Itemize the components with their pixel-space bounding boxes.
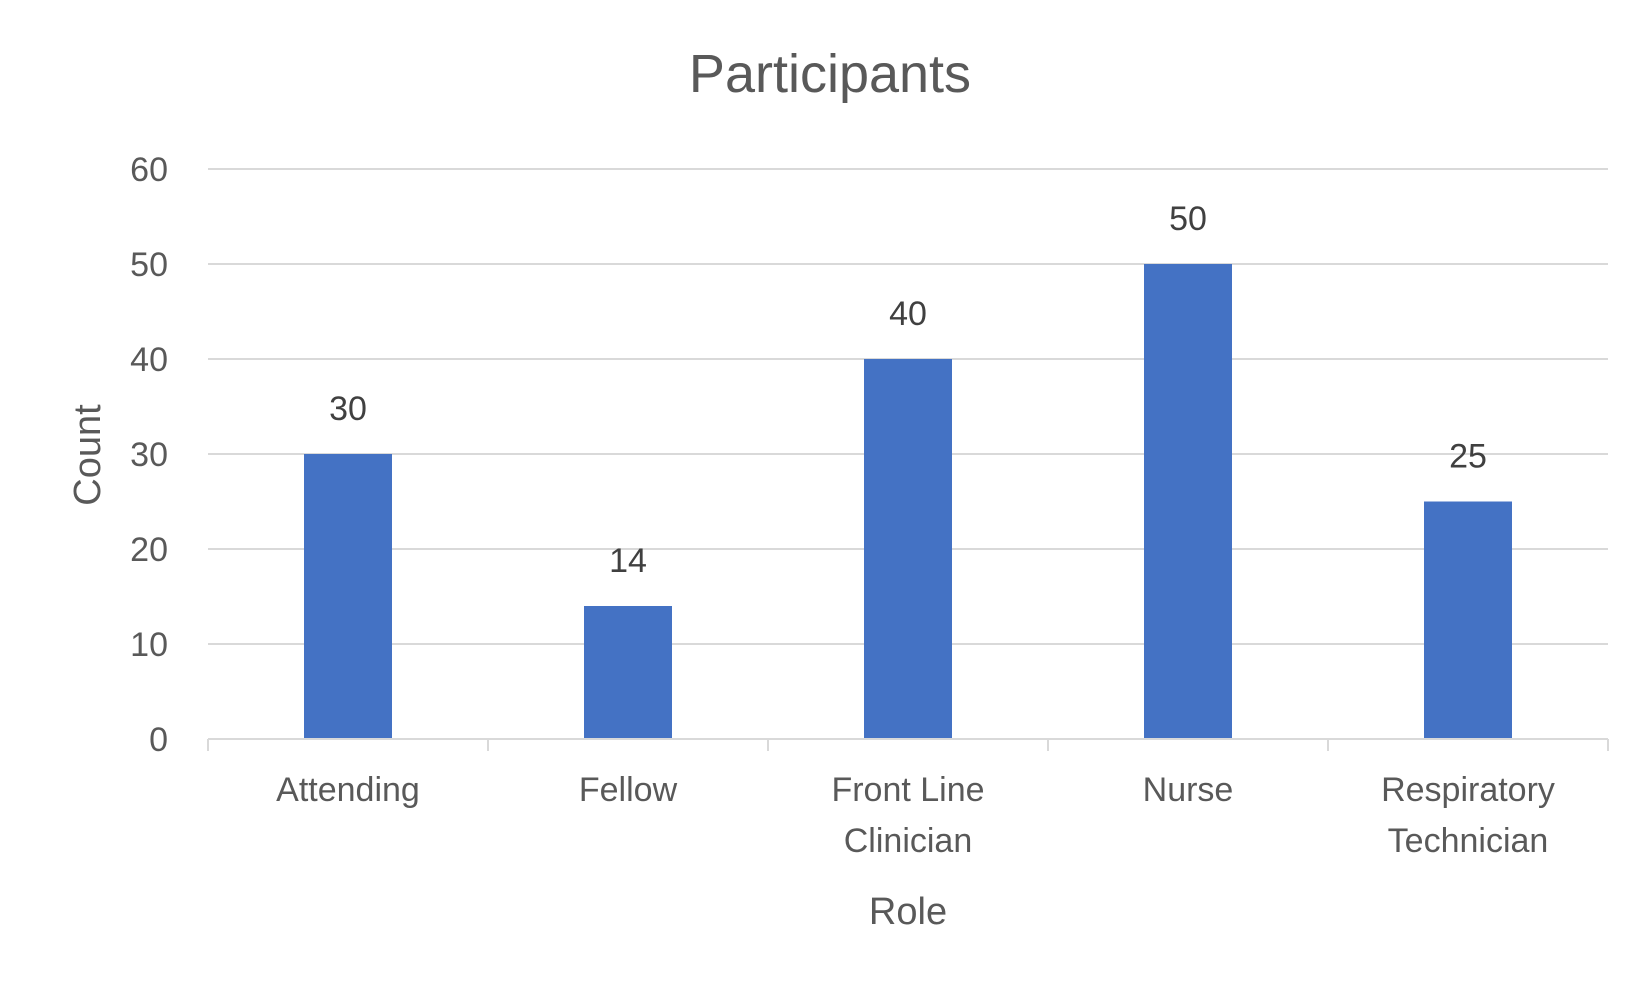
chart-title: Participants [689,44,971,104]
x-tick-label: Technician [1388,822,1549,860]
data-label: 25 [1449,438,1487,476]
bar [1424,501,1512,739]
data-label: 14 [609,542,647,580]
data-label: 30 [329,390,367,428]
x-tick-label: Front Line [831,771,984,809]
x-tick-label: Clinician [844,822,973,860]
x-axis [207,738,1609,751]
bar [864,359,952,739]
y-tick-label: 30 [130,436,168,474]
y-tick-label: 40 [130,341,168,379]
y-tick-label: 10 [130,626,168,664]
y-tick-label: 0 [149,721,168,759]
y-tick-label: 50 [130,246,168,284]
bar [1144,264,1232,739]
x-tick-label: Respiratory [1381,771,1555,809]
data-labels: 30 14 40 50 25 [329,200,1487,580]
bar [584,606,672,739]
y-axis-ticks: 0 10 20 30 40 50 60 [130,151,168,759]
x-axis-labels: Attending Fellow Front Line Clinician Nurse R… [276,771,1555,860]
y-axis-title: Count [67,404,109,506]
bar [304,454,392,739]
y-tick-label: 20 [130,531,168,569]
x-axis-title: Role [869,891,947,933]
x-tick-label: Fellow [579,771,678,809]
data-label: 40 [889,295,927,333]
data-label: 50 [1169,200,1207,238]
bars [304,264,1512,739]
x-tick-label: Attending [276,771,420,809]
x-tick-label: Nurse [1143,771,1234,809]
y-tick-label: 60 [130,151,168,189]
